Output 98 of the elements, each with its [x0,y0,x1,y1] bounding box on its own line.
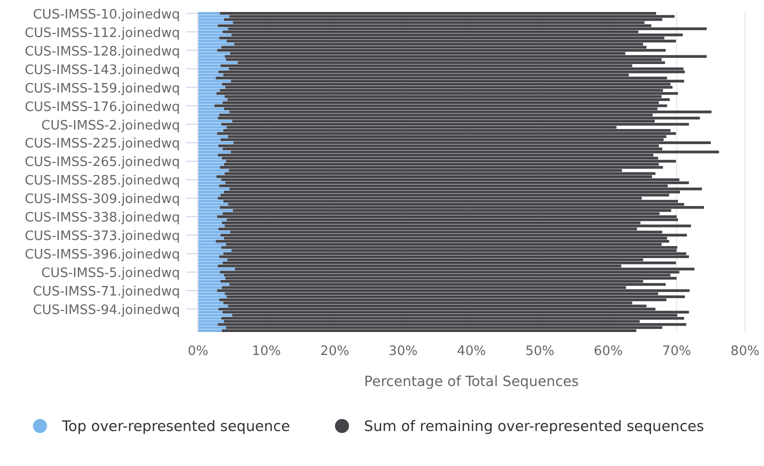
bar [198,329,222,332]
y-tick-label: CUS-IMSS-285.joinedwq [24,174,180,189]
x-tick-label: 20% [320,344,350,359]
bar [219,255,689,258]
bar [198,86,226,89]
bar [198,194,221,196]
bar [216,240,670,243]
bar [217,289,690,292]
bar [198,126,227,129]
bar [198,202,228,206]
legend-label: Top over-represented sequence [61,419,290,435]
y-tick-label: CUS-IMSS-373.joinedwq [24,229,180,244]
x-tick-label: 50% [525,344,554,359]
bar [198,160,226,163]
bar [198,42,234,46]
y-tick-label: CUS-IMSS-265.joinedwq [24,155,180,170]
bar [198,150,231,154]
bar [198,15,230,18]
bar [214,104,668,108]
bar [198,224,225,228]
y-tick-label: CUS-IMSS-71.joinedwq [32,284,180,300]
bar [198,156,222,160]
bar [198,258,228,262]
bar [198,274,224,277]
bar [198,61,238,64]
bar [222,310,689,314]
bar [218,70,685,74]
bar [198,80,231,82]
y-tick-label: CUS-IMSS-396.joinedwq [24,248,180,263]
y-tick-label: CUS-IMSS-143.joinedwq [24,62,180,78]
y-tick-label: CUS-IMSS-94.joinedwq [32,303,180,318]
bar [218,323,686,326]
bar [198,276,226,280]
bar [198,135,228,138]
bar [198,243,226,246]
y-tick-label: CUS-IMSS-10.joinedwq [32,7,180,22]
y-tick-label: CUS-IMSS-309.joinedwq [24,192,180,208]
y-tick-label: CUS-IMSS-159.joinedwq [24,81,180,96]
bar [221,316,684,320]
bar [198,169,229,172]
x-tick-label: 0% [188,344,208,359]
bar [198,67,229,70]
bar [216,92,678,95]
bar [198,320,224,323]
bar [198,326,226,329]
bar [220,206,704,209]
y-tick-label: CUS-IMSS-2.joinedwq [41,118,180,134]
x-tick-label: 40% [457,344,486,359]
legend-label: Sum of remaining over-represented sequences [364,419,704,435]
bar [221,246,678,249]
bar [198,120,232,123]
bar [198,110,230,114]
bar [198,218,227,222]
x-tick-label: 30% [388,344,418,359]
y-tick-label: CUS-IMSS-176.joinedwq [24,100,180,115]
x-tick-label: 60% [594,344,623,359]
y-tick-label: CUS-IMSS-338.joinedwq [24,210,180,226]
x-tick-label: 80% [730,344,760,359]
bar [220,234,687,237]
bar [198,236,224,240]
y-tick-label: CUS-IMSS-128.joinedwq [24,44,180,60]
bar [217,215,677,218]
bar [223,252,686,255]
bar [217,132,676,135]
bar [198,21,233,24]
bar [198,283,230,286]
bar [198,188,230,190]
bar [221,122,689,126]
bar [198,162,224,166]
bar [198,34,232,36]
bar [198,292,225,296]
bar [198,74,224,76]
bar [218,116,700,120]
x-tick-label: 10% [252,344,281,359]
bar [198,52,230,55]
bar [224,55,707,58]
bar [198,129,224,132]
y-tick-label: CUS-IMSS-5.joinedwq [41,266,180,282]
bar [220,166,663,169]
bar [198,141,234,144]
bar [198,268,235,270]
bar [198,98,228,101]
bar [198,181,226,184]
x-tick-label: 70% [662,344,692,359]
bar [198,95,225,98]
y-tick-label: CUS-IMSS-225.joinedwq [24,136,180,152]
bar [198,27,228,30]
bar [198,230,230,234]
bar [198,295,227,298]
y-tick-label: CUS-IMSS-112.joinedwq [24,26,180,41]
bar [198,314,232,317]
bar [198,304,228,308]
bar [198,209,233,212]
x-axis-title: Percentage of Total Sequences [364,374,579,390]
bar [198,172,225,175]
bar [226,160,676,163]
bar [198,249,232,252]
bar [217,48,666,52]
